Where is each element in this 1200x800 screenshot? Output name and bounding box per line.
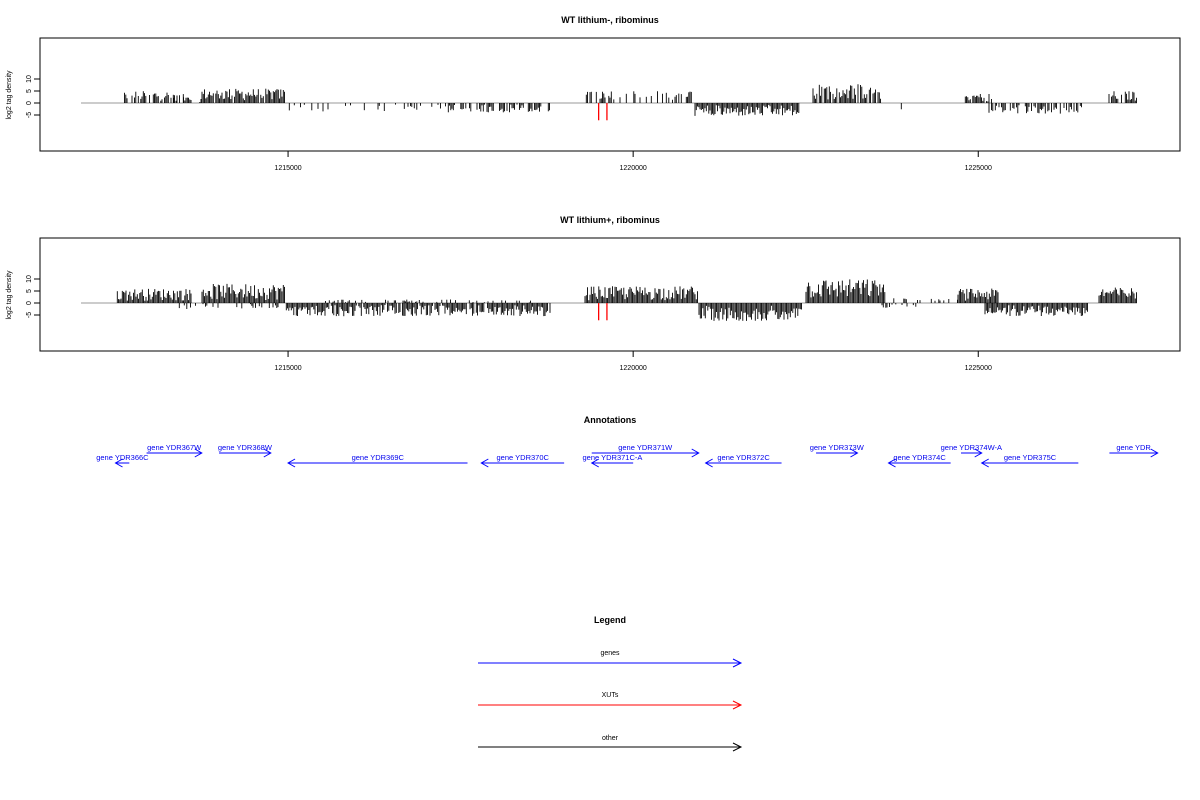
arrowhead-icon [114,458,123,468]
gene-annotation: gene YDR373W [810,443,865,458]
panel-title: WT lithium+, ribominus [560,215,660,225]
arrowhead-icon [850,448,859,458]
gene-annotation: gene YDR366C [96,453,149,468]
legend-label: XUTs [602,692,619,699]
gene-annotation: gene YDR371C-A [582,453,642,468]
arrowhead-icon [691,448,700,458]
gene-label: gene YDR374W-A [941,443,1002,452]
xut-markers [597,303,608,321]
panel-lithium-plus: WT lithium+, ribominus log2 tag density … [6,215,1181,372]
gene-label: gene YDR368W [218,443,273,452]
gene-annotation: gene YDR371W [591,443,700,458]
gene-label: gene YDR373W [810,443,865,452]
plot-frame [39,237,1181,352]
gene-label: gene YDR [1116,443,1151,452]
gene-annotation: gene YDR367W [146,443,203,458]
gene-annotation: gene YDR368W [218,443,273,458]
legend: Legend genes XUTs other [478,615,743,752]
gene-label: gene YDR369C [352,453,405,462]
signal-bars [81,279,1137,321]
arrowhead-icon [704,458,713,468]
axis-ticks: 10 5 0 -5 1215000 1220000 1225000 [26,275,992,372]
arrowhead-icon [887,458,896,468]
gene-annotation: gene YDR [1109,443,1159,458]
x-tick-label: 1215000 [274,165,301,172]
gene-annotation: gene YDR372C [704,453,782,468]
arrowhead-icon [480,458,489,468]
legend-label: genes [600,650,620,657]
y-tick-label: 0 [26,301,33,305]
legend-title: Legend [594,615,626,625]
axis-ticks: 10 5 0 -5 1215000 1220000 1225000 [26,75,992,172]
y-tick-label: 10 [26,75,33,83]
arrowhead-icon [732,700,743,710]
y-tick-label: -5 [26,312,33,318]
arrowhead-icon [287,458,296,468]
gene-label: gene YDR370C [497,453,550,462]
y-tick-label: 5 [26,89,33,93]
legend-item-xuts: XUTs [478,692,743,710]
gene-annotation: gene YDR374C [887,453,951,468]
y-tick-label: 0 [26,101,33,105]
x-tick-label: 1220000 [620,365,647,372]
arrowhead-icon [732,742,743,752]
legend-label: other [602,735,619,742]
gene-label: gene YDR372C [717,453,770,462]
panel-lithium-minus: WT lithium-, ribominus log2 tag density … [6,15,1181,172]
y-tick-label: -5 [26,112,33,118]
arrowhead-icon [263,448,272,458]
legend-item-genes: genes [478,650,743,668]
gene-annotation: gene YDR370C [480,453,565,468]
y-tick-label: 10 [26,275,33,283]
arrowhead-icon [590,458,599,468]
gene-annotation: gene YDR375C [980,453,1079,468]
arrowhead-icon [194,448,203,458]
y-axis-label: log2 tag density [6,270,13,320]
gene-label: gene YDR375C [1004,453,1057,462]
gene-annotation: gene YDR374W-A [941,443,1002,458]
annotations-title: Annotations [584,415,637,425]
arrowhead-icon [1150,448,1159,458]
arrowhead-icon [732,658,743,668]
gene-label: gene YDR367W [147,443,202,452]
panel-title: WT lithium-, ribominus [561,15,659,25]
legend-item-other: other [478,735,743,752]
plot-frame [39,37,1181,152]
y-tick-label: 5 [26,289,33,293]
gene-label: gene YDR366C [96,453,149,462]
gene-annotation: gene YDR369C [287,453,468,468]
x-tick-label: 1225000 [965,365,992,372]
gene-label: gene YDR371W [618,443,673,452]
x-tick-label: 1220000 [620,165,647,172]
xut-markers [597,103,608,121]
arrowhead-icon [980,458,989,468]
signal-bars [81,84,1137,116]
gene-label: gene YDR371C-A [582,453,642,462]
y-axis-label: log2 tag density [6,70,13,120]
arrowhead-icon [974,448,983,458]
x-tick-label: 1225000 [965,165,992,172]
gene-label: gene YDR374C [893,453,946,462]
x-tick-label: 1215000 [274,365,301,372]
